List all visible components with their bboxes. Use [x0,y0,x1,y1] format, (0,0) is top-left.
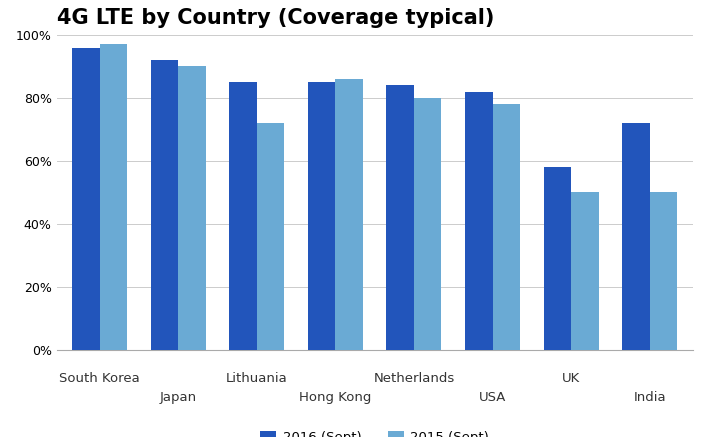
Bar [387,85,414,350]
Bar [544,167,571,350]
Bar [650,192,677,350]
Bar [308,82,335,350]
Legend: 2016 (Sept), 2015 (Sept): 2016 (Sept), 2015 (Sept) [255,425,494,437]
Text: 4G LTE by Country (Coverage typical): 4G LTE by Country (Coverage typical) [57,8,494,28]
Text: Japan: Japan [160,391,197,403]
Text: Netherlands: Netherlands [373,371,455,385]
Bar [335,79,363,350]
Bar [414,98,441,350]
Bar [571,192,599,350]
Bar [257,123,284,350]
Text: Lithuania: Lithuania [226,371,288,385]
Text: USA: USA [479,391,506,403]
Bar [622,123,650,350]
Text: South Korea: South Korea [59,371,140,385]
Bar [465,92,493,350]
Bar [178,66,206,350]
Bar [100,45,127,350]
Text: Hong Kong: Hong Kong [299,391,372,403]
Text: India: India [633,391,666,403]
Bar [151,60,178,350]
Text: UK: UK [562,371,580,385]
Bar [493,104,520,350]
Bar [72,48,100,350]
Bar [229,82,257,350]
